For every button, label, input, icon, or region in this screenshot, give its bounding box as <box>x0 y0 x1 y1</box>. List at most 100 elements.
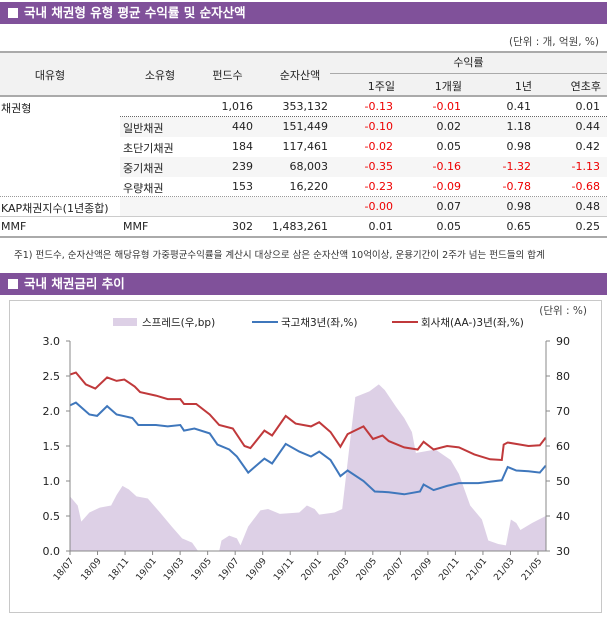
table-cell-assets: 353,132 <box>282 100 329 113</box>
table-cell-minor: MMF <box>123 220 149 233</box>
x-tick-label: 19/07 <box>217 557 241 583</box>
row-shade <box>120 117 607 137</box>
x-tick-label: 20/07 <box>382 557 406 583</box>
section-title-bar: 국내 채권금리 추이 <box>0 273 607 295</box>
y-right-tick-label: 40 <box>556 510 570 523</box>
column-header-ytd: 연초후 <box>570 80 601 93</box>
divider <box>330 73 607 74</box>
column-header-m1: 1개월 <box>434 80 462 93</box>
row-shade <box>120 157 607 177</box>
y-left-tick-label: 1.0 <box>43 475 61 488</box>
legend-label: 회사채(AA-)3년(좌,%) <box>421 317 524 329</box>
table-cell-ytd: 0.48 <box>575 200 601 213</box>
table-cell-m1: -0.09 <box>432 180 461 193</box>
x-tick-label: 21/01 <box>465 557 489 583</box>
table-cell-m1: 0.05 <box>436 220 462 233</box>
legend-swatch-spread <box>113 318 137 326</box>
table-cell-y1: 0.98 <box>506 140 532 153</box>
table-cell-ytd: 0.25 <box>575 220 601 233</box>
table-cell-funds: 1,016 <box>221 100 254 113</box>
column-header-w1: 1주일 <box>367 80 395 93</box>
section-title: 국내 채권금리 추이 <box>24 276 125 291</box>
y-left-tick-label: 2.0 <box>43 405 61 418</box>
square-icon <box>8 279 18 289</box>
chart-unit: (단위 : %) <box>539 304 587 317</box>
column-header-major: 대유형 <box>34 69 66 82</box>
table-cell-funds: 184 <box>232 140 253 153</box>
chart-container <box>9 300 602 613</box>
square-icon <box>8 8 18 18</box>
table-cell-w1: -0.00 <box>364 200 393 213</box>
table-cell-minor: 초단기채권 <box>123 142 174 155</box>
y-left-tick-label: 1.5 <box>43 440 61 453</box>
series-line-2 <box>69 371 547 462</box>
table-cell-assets: 16,220 <box>289 180 329 193</box>
y-left-tick-label: 2.5 <box>43 370 61 383</box>
divider <box>0 216 607 217</box>
table-cell-assets: 68,003 <box>289 160 329 173</box>
y-right-tick-label: 30 <box>556 545 570 558</box>
table-cell-funds: 302 <box>232 220 253 233</box>
table-cell-ytd: 0.42 <box>575 140 601 153</box>
table-cell-y1: 1.18 <box>506 120 532 133</box>
table-cell-funds: 440 <box>232 120 253 133</box>
y-right-tick-label: 50 <box>556 475 570 488</box>
series-line-1 <box>69 401 547 496</box>
table-cell-funds: 239 <box>232 160 253 173</box>
legend-label: 국고채3년(좌,%) <box>281 317 358 329</box>
table-cell-major: 채권형 <box>1 102 32 115</box>
y-right-tick-label: 70 <box>556 405 570 418</box>
y-left-tick-label: 3.0 <box>43 335 61 348</box>
table-cell-major: KAP채권지수(1년종합) <box>1 202 109 215</box>
table-cell-w1: -0.35 <box>364 160 393 173</box>
x-tick-label: 20/11 <box>437 557 461 583</box>
divider <box>0 236 607 238</box>
rate-chart: (단위 : %) 스프레드(우,bp) 국고채3년(좌,%) 회사채(AA-)3년(… <box>43 304 588 583</box>
divider <box>0 95 607 97</box>
y-right-tick-label: 90 <box>556 335 570 348</box>
table-note: 주1) 펀드수, 순자산액은 해당유형 가중평균수익률을 계산시 대상으로 삼은… <box>14 250 545 261</box>
table-cell-m1: 0.05 <box>436 140 462 153</box>
table-cell-major: MMF <box>1 220 27 233</box>
y-right-tick-label: 60 <box>556 440 570 453</box>
table-cell-y1: -0.78 <box>502 180 531 193</box>
section-title-bar: 국내 채권형 유형 평균 수익률 및 순자산액 <box>0 2 607 24</box>
table-cell-w1: -0.13 <box>364 100 393 113</box>
y-right-tick-label: 80 <box>556 370 570 383</box>
table-cell-w1: -0.02 <box>364 140 393 153</box>
divider <box>0 196 607 197</box>
x-tick-label: 20/03 <box>327 557 351 583</box>
divider <box>0 51 607 53</box>
y-left-tick-label: 0.5 <box>43 510 61 523</box>
table-cell-minor: 일반채권 <box>123 122 164 135</box>
table-cell-m1: 0.07 <box>436 200 462 213</box>
column-header-y1: 1년 <box>514 80 532 93</box>
table-cell-y1: 0.98 <box>506 200 532 213</box>
x-tick-label: 21/03 <box>492 557 516 583</box>
table-cell-minor: 중기채권 <box>123 162 164 175</box>
table-cell-assets: 1,483,261 <box>272 220 328 233</box>
column-header-assets: 순자산액 <box>279 69 321 82</box>
table-cell-assets: 151,449 <box>282 120 329 133</box>
row-shade <box>120 197 607 217</box>
spread-area <box>70 384 546 551</box>
x-tick-label: 19/01 <box>135 557 159 583</box>
y-left-tick-label: 0.0 <box>43 545 61 558</box>
x-tick-label: 18/11 <box>107 557 131 583</box>
divider <box>120 116 607 117</box>
x-tick-label: 19/11 <box>272 557 296 583</box>
column-header-funds: 펀드수 <box>212 69 243 82</box>
table-cell-ytd: -0.68 <box>571 180 600 193</box>
column-header-minor: 소유형 <box>144 69 176 82</box>
table-cell-minor: 우량채권 <box>123 182 164 195</box>
x-tick-label: 21/05 <box>520 557 544 583</box>
table-cell-funds: 153 <box>232 180 253 193</box>
x-tick-label: 20/05 <box>355 557 379 583</box>
table-cell-y1: 0.65 <box>506 220 532 233</box>
table-cell-m1: 0.02 <box>436 120 462 133</box>
x-tick-label: 20/01 <box>300 557 324 583</box>
x-tick-label: 20/09 <box>410 556 435 583</box>
table-cell-w1: 0.01 <box>368 220 394 233</box>
table-cell-y1: 0.41 <box>506 100 532 113</box>
x-tick-label: 19/05 <box>190 557 214 583</box>
